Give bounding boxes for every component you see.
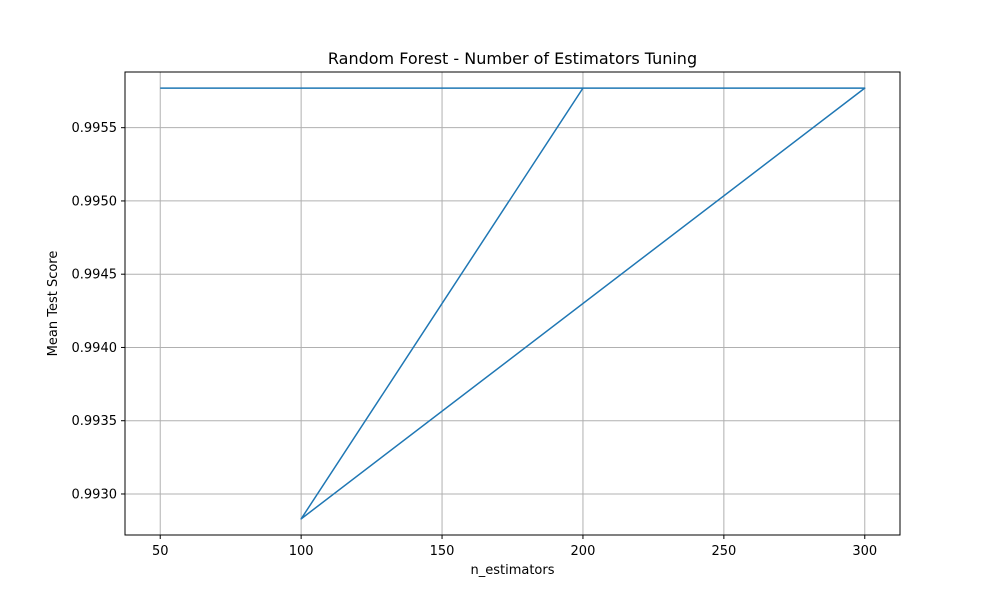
y-tick-label: 0.9930 bbox=[72, 487, 118, 502]
y-gridlines bbox=[125, 127, 900, 495]
x-tick-label: 50 bbox=[152, 544, 169, 559]
y-tick-label: 0.9955 bbox=[72, 121, 118, 136]
x-tick-label: 100 bbox=[289, 544, 314, 559]
y-tick-label: 0.9940 bbox=[72, 341, 118, 356]
y-axis-label: Mean Test Score bbox=[46, 251, 61, 357]
x-axis-label: n_estimators bbox=[470, 563, 554, 578]
y-axis-ticks: 0.9930 0.9935 0.9940 0.9945 0.9950 0.9955 bbox=[72, 121, 125, 502]
series-layer bbox=[160, 87, 866, 520]
chart-title: Random Forest - Number of Estimators Tun… bbox=[328, 49, 697, 68]
series-line bbox=[160, 87, 866, 520]
plot-area-frame bbox=[124, 71, 901, 536]
y-tick-label: 0.9950 bbox=[72, 194, 118, 209]
x-axis-ticks: 50 100 150 200 250 300 bbox=[152, 535, 877, 559]
x-tick-label: 300 bbox=[852, 544, 877, 559]
y-tick-label: 0.9935 bbox=[72, 414, 118, 429]
x-tick-label: 150 bbox=[430, 544, 455, 559]
x-tick-label: 200 bbox=[571, 544, 596, 559]
x-tick-label: 250 bbox=[711, 544, 736, 559]
y-tick-label: 0.9945 bbox=[72, 268, 118, 283]
